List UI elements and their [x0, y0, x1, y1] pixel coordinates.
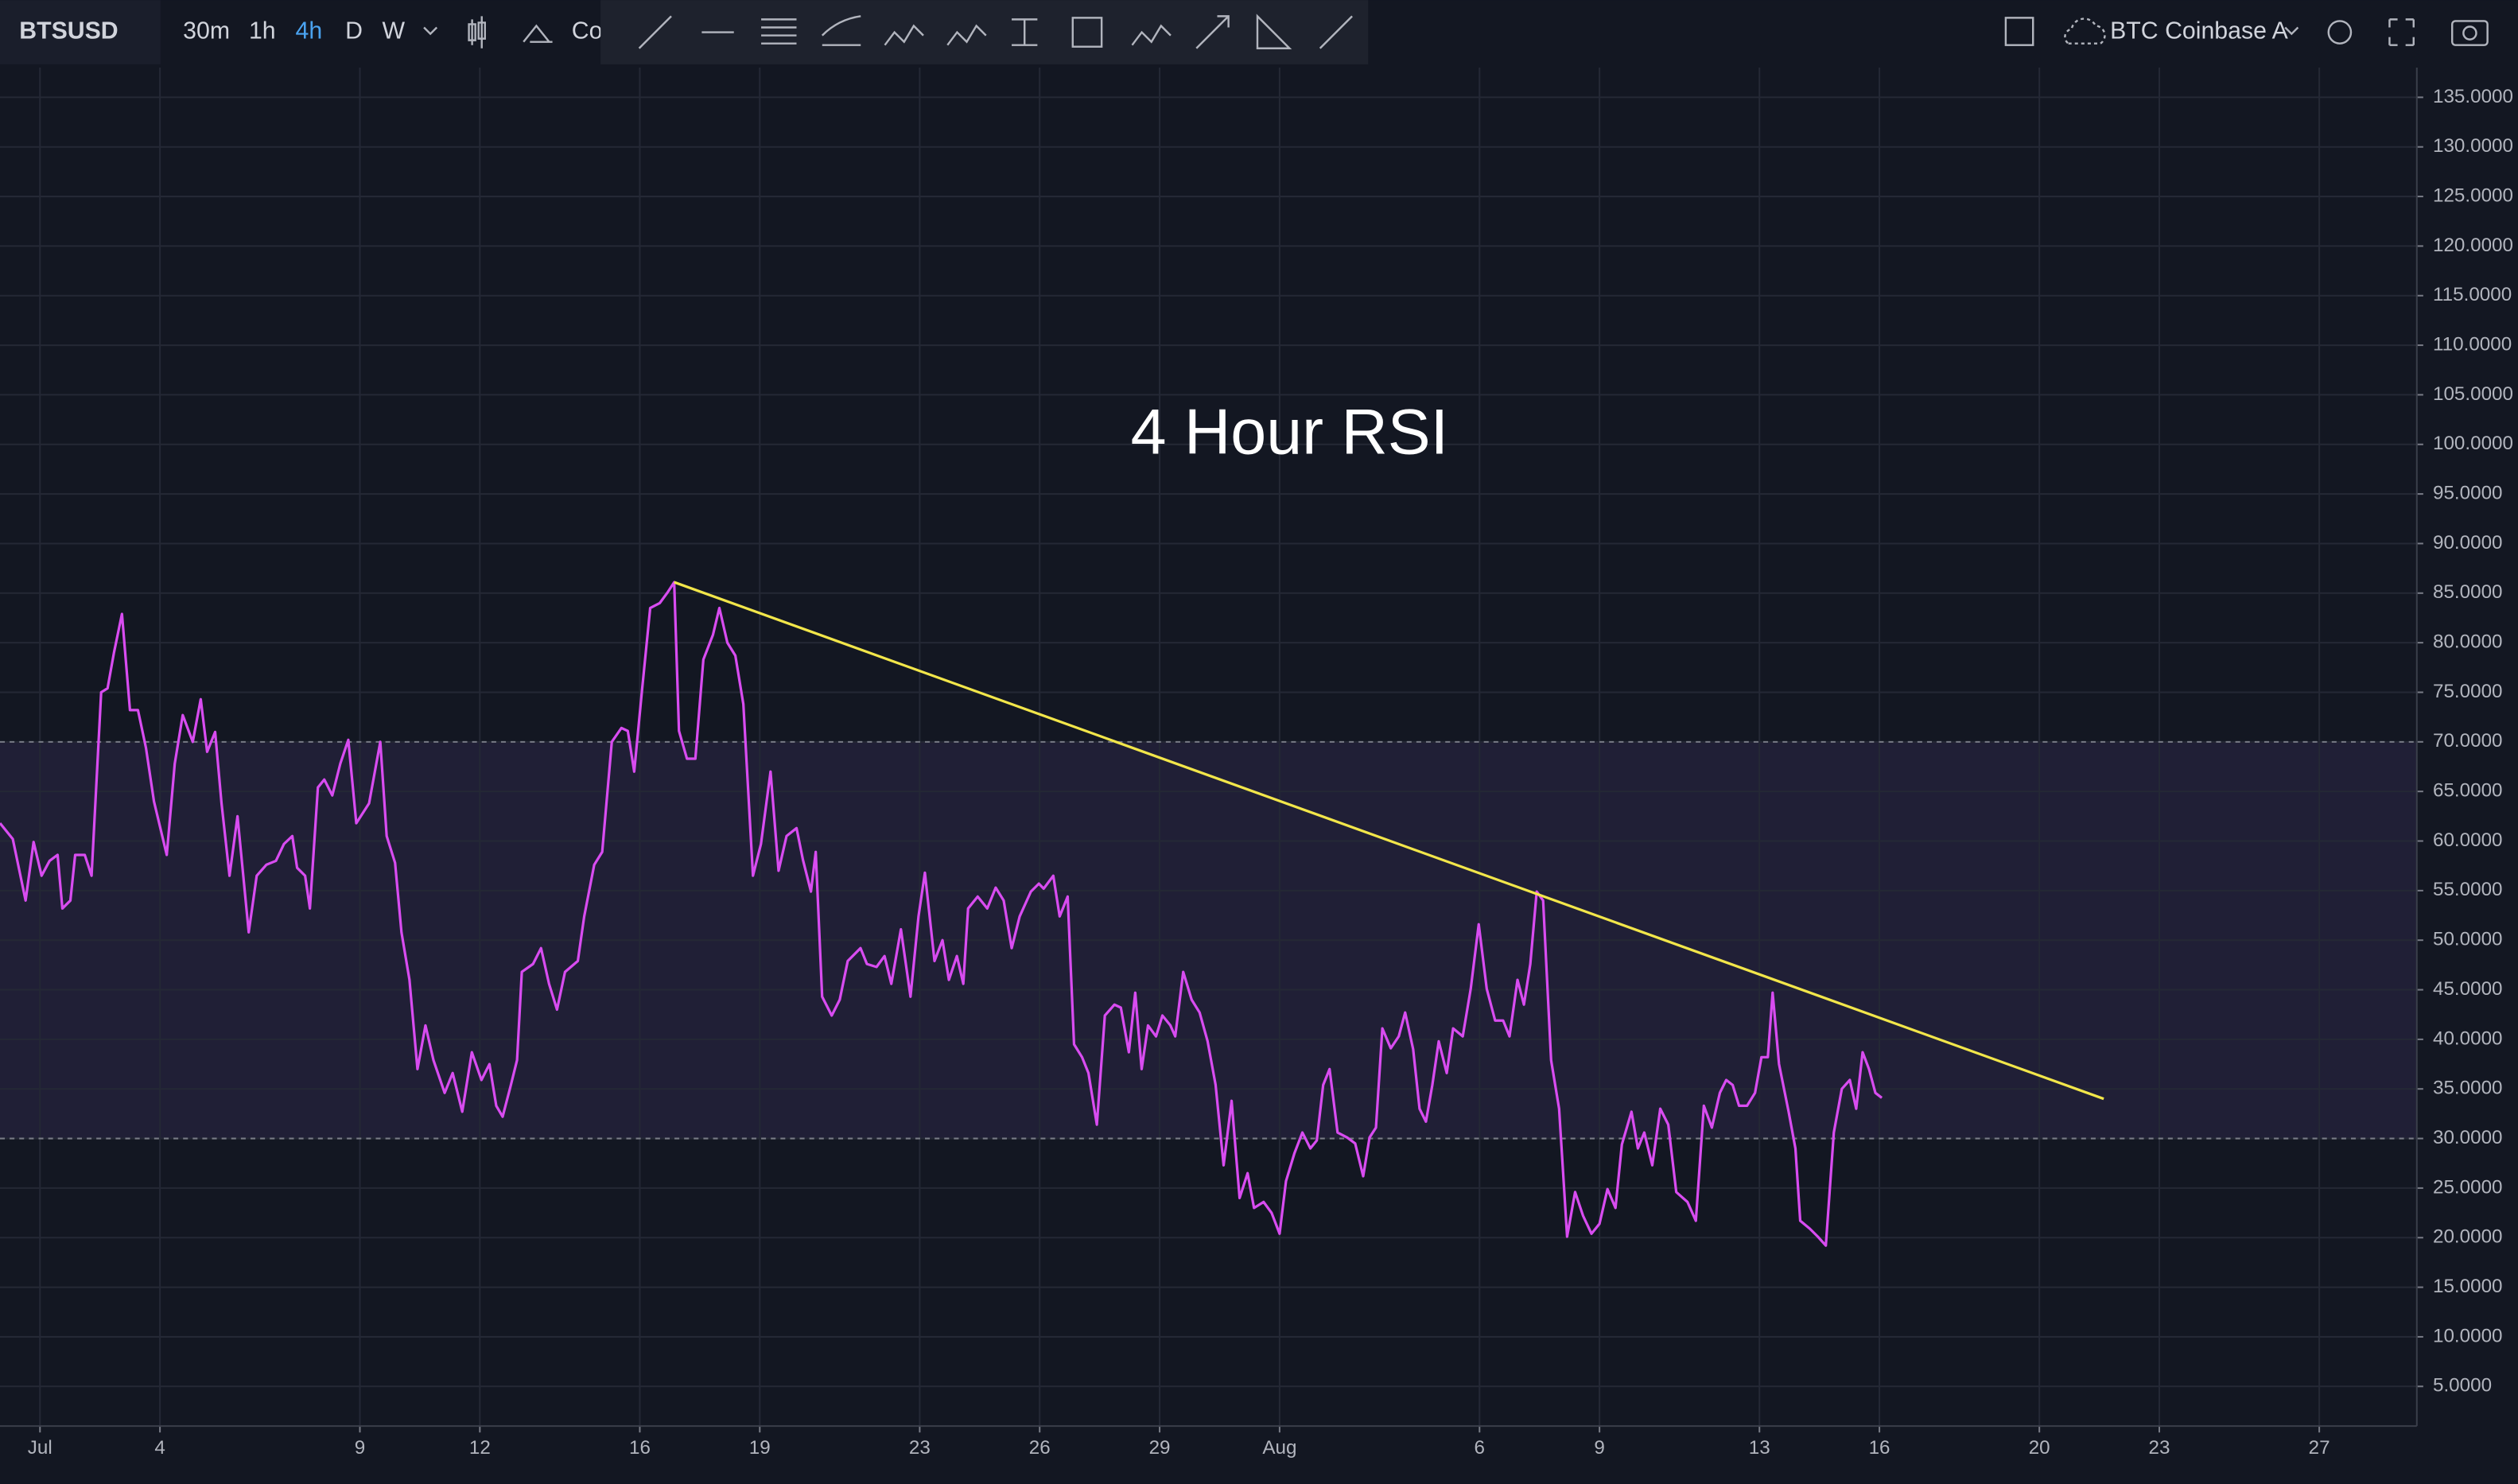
toolbar: BTSUSD 30m 1h 4h D W Co BTC Coinbase A [0, 0, 2518, 64]
y-tick-label: 105.0000 [2433, 383, 2513, 405]
fib-tool[interactable] [761, 18, 797, 45]
snapshot-lens [2462, 25, 2477, 41]
y-tick-label: 115.0000 [2433, 284, 2512, 305]
x-tick-label: 9 [1594, 1437, 1604, 1459]
plot-area: 5.0000 10.0000 15.0000 20.0000 25.0000 30.000… [0, 67, 2513, 1459]
triangle-tool[interactable] [1256, 14, 1292, 49]
path-tool[interactable] [1319, 15, 1353, 49]
x-tick-label: 9 [355, 1437, 365, 1459]
settings-icon[interactable] [2327, 20, 2353, 45]
rectangle-tool[interactable] [1071, 17, 1103, 48]
chart-type-icon[interactable] [468, 16, 486, 49]
y-tick-label: 80.0000 [2433, 631, 2503, 653]
interval[interactable]: 4h [296, 18, 323, 45]
y-tick-label: 70.0000 [2433, 730, 2503, 752]
source-dropdown[interactable] [2284, 26, 2299, 36]
y-tick-label: 75.0000 [2433, 681, 2503, 702]
y-tick-label: 85.0000 [2433, 581, 2503, 603]
y-tick-label: 35.0000 [2433, 1078, 2503, 1099]
y-tick-label: 100.0000 [2433, 433, 2513, 454]
y-tick-label: 40.0000 [2433, 1028, 2503, 1049]
y-tick-label: 25.0000 [2433, 1176, 2503, 1198]
symbol-box[interactable] [0, 0, 161, 64]
y-tick-label: 50.0000 [2433, 929, 2503, 950]
measure-tool[interactable] [1012, 18, 1038, 46]
y-tick-label: 45.0000 [2433, 978, 2503, 1000]
x-tick-label: 26 [1029, 1437, 1051, 1459]
x-tick-label: 16 [629, 1437, 651, 1459]
x-tick-label: 23 [2149, 1437, 2170, 1459]
chart-title: 4 Hour RSI [1131, 397, 1448, 468]
interval-dropdown[interactable] [423, 26, 438, 36]
compare[interactable]: Co [572, 18, 603, 45]
symbol[interactable]: BTSUSD [19, 18, 118, 45]
x-tick-label: 29 [1149, 1437, 1171, 1459]
y-tick-label: 120.0000 [2433, 235, 2513, 256]
y-tick-label: 110.0000 [2433, 333, 2512, 355]
indicators-icon[interactable] [523, 24, 553, 43]
x-tick-label: 12 [469, 1437, 491, 1459]
snapshot-icon[interactable] [2451, 20, 2489, 46]
y-tick-label: 135.0000 [2433, 86, 2513, 107]
x-tick-label: 13 [1749, 1437, 1770, 1459]
interval[interactable]: 30m [183, 18, 230, 45]
y-tick-label: 90.0000 [2433, 532, 2503, 554]
x-tick-label: 23 [909, 1437, 931, 1459]
x-tick-label: 19 [749, 1437, 771, 1459]
pitchfork-tool[interactable] [821, 15, 861, 46]
y-tick-label: 125.0000 [2433, 185, 2513, 206]
trendline [674, 581, 2104, 1101]
y-tick-label: 130.0000 [2433, 135, 2513, 157]
x-tick-label: 27 [2309, 1437, 2330, 1459]
data-source[interactable]: BTC Coinbase A [2110, 18, 2289, 45]
trend-line-tool[interactable] [638, 15, 672, 49]
y-tick-label: 30.0000 [2433, 1127, 2503, 1148]
y-tick-label: 55.0000 [2433, 879, 2503, 900]
x-tick-label: 6 [1475, 1437, 1485, 1459]
x-tick-label: Aug [1262, 1437, 1296, 1459]
layout-icon[interactable] [2004, 17, 2034, 46]
rsi-line [0, 581, 1883, 1247]
arrow-tool[interactable] [1195, 15, 1230, 49]
x-tick-label: 16 [1869, 1437, 1890, 1459]
abcd-tool[interactable] [1131, 24, 1172, 46]
pattern-tool[interactable] [884, 24, 924, 46]
y-tick-label: 20.0000 [2433, 1226, 2503, 1248]
y-tick-label: 5.0000 [2433, 1375, 2492, 1397]
fullscreen-icon[interactable] [2388, 18, 2415, 46]
interval[interactable]: W [383, 18, 406, 45]
y-tick-label: 60.0000 [2433, 829, 2503, 851]
y-tick-label: 10.0000 [2433, 1325, 2503, 1346]
interval[interactable]: 1h [249, 18, 276, 45]
x-tick-label: 20 [2029, 1437, 2050, 1459]
x-tick-label: 4 [154, 1437, 165, 1459]
y-tick-label: 95.0000 [2433, 483, 2503, 504]
y-tick-label: 65.0000 [2433, 780, 2503, 802]
x-tick-label: Jul [28, 1437, 52, 1459]
elliott-tool[interactable] [946, 24, 987, 46]
interval[interactable]: D [345, 18, 363, 45]
y-tick-label: 15.0000 [2433, 1276, 2503, 1297]
